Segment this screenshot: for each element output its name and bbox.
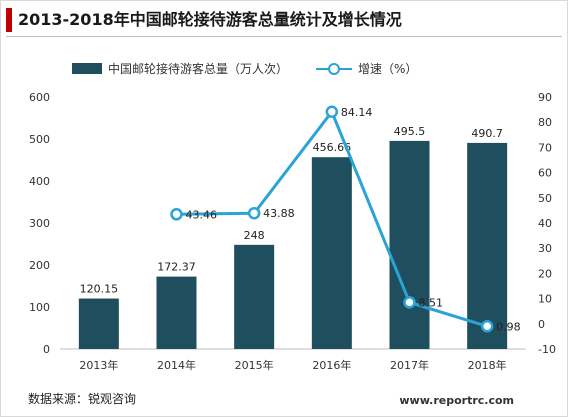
bar <box>156 276 197 349</box>
legend-item-bar: 中国邮轮接待游客总量（万人次） <box>72 60 288 77</box>
y-left-tick-label: 0 <box>43 343 50 356</box>
site-watermark: www.reportrc.com <box>399 394 514 407</box>
y-right-tick-label: 0 <box>538 318 545 331</box>
growth-data-label: 43.46 <box>186 208 218 221</box>
x-tick-label: 2016年 <box>312 358 351 372</box>
bar-data-label: 172.37 <box>157 261 196 274</box>
y-right-tick-label: 10 <box>538 293 552 306</box>
title-divider <box>6 36 562 37</box>
bar <box>389 140 430 349</box>
legend-line-swatch <box>316 62 352 75</box>
x-tick-label: 2017年 <box>390 358 429 372</box>
legend-line-label: 增速（%） <box>358 62 418 76</box>
growth-point <box>480 320 494 333</box>
bar <box>311 157 352 349</box>
growth-point <box>170 208 183 221</box>
growth-point <box>247 206 261 220</box>
bar-data-label: 120.15 <box>80 283 119 296</box>
x-tick-label: 2013年 <box>79 358 118 372</box>
bar <box>78 298 119 349</box>
y-left-tick-label: 600 <box>29 91 50 104</box>
bar <box>467 142 508 349</box>
growth-point <box>403 296 416 309</box>
y-right-tick-label: 60 <box>538 167 552 180</box>
x-tick-label: 2015年 <box>235 358 274 372</box>
bar-data-label: 490.7 <box>471 127 503 140</box>
bar-data-label: 495.5 <box>394 125 426 138</box>
y-left-tick-label: 100 <box>29 301 50 314</box>
y-left-tick-label: 200 <box>29 259 50 272</box>
y-right-tick-label: 70 <box>538 141 552 154</box>
y-right-tick-label: 90 <box>538 91 552 104</box>
legend-bar-label: 中国邮轮接待游客总量（万人次） <box>108 62 289 76</box>
y-right-tick-label: 50 <box>538 192 552 205</box>
y-right-tick-label: 20 <box>538 267 552 280</box>
y-right-tick-label: 80 <box>538 116 552 129</box>
growth-data-label: 0.98 <box>496 320 520 333</box>
y-right-tick-label: 40 <box>538 217 552 230</box>
chart-title: 2013-2018年中国邮轮接待游客总量统计及增长情况 <box>18 10 402 29</box>
growth-point <box>325 105 339 119</box>
legend-item-line: 增速（%） <box>316 60 417 77</box>
x-tick-label: 2018年 <box>468 358 507 372</box>
chart-legend: 中国邮轮接待游客总量（万人次） 增速（%） <box>0 60 568 78</box>
bar-data-label: 456.66 <box>313 141 352 154</box>
bar-data-label: 248 <box>244 229 265 242</box>
source-note: 数据来源：锐观咨询 <box>28 392 137 406</box>
y-left-tick-label: 300 <box>29 217 50 230</box>
bar <box>234 244 275 349</box>
growth-data-label: 84.14 <box>341 106 373 119</box>
y-right-tick-label: -10 <box>538 343 556 356</box>
y-left-tick-label: 500 <box>29 133 50 146</box>
y-left-tick-label: 400 <box>29 175 50 188</box>
growth-data-label: 43.88 <box>263 207 295 220</box>
growth-data-label: 8.51 <box>419 296 444 309</box>
x-tick-label: 2014年 <box>157 358 196 372</box>
legend-bar-swatch <box>72 63 102 74</box>
y-right-tick-label: 30 <box>538 242 552 255</box>
title-accent-bar <box>6 8 12 32</box>
